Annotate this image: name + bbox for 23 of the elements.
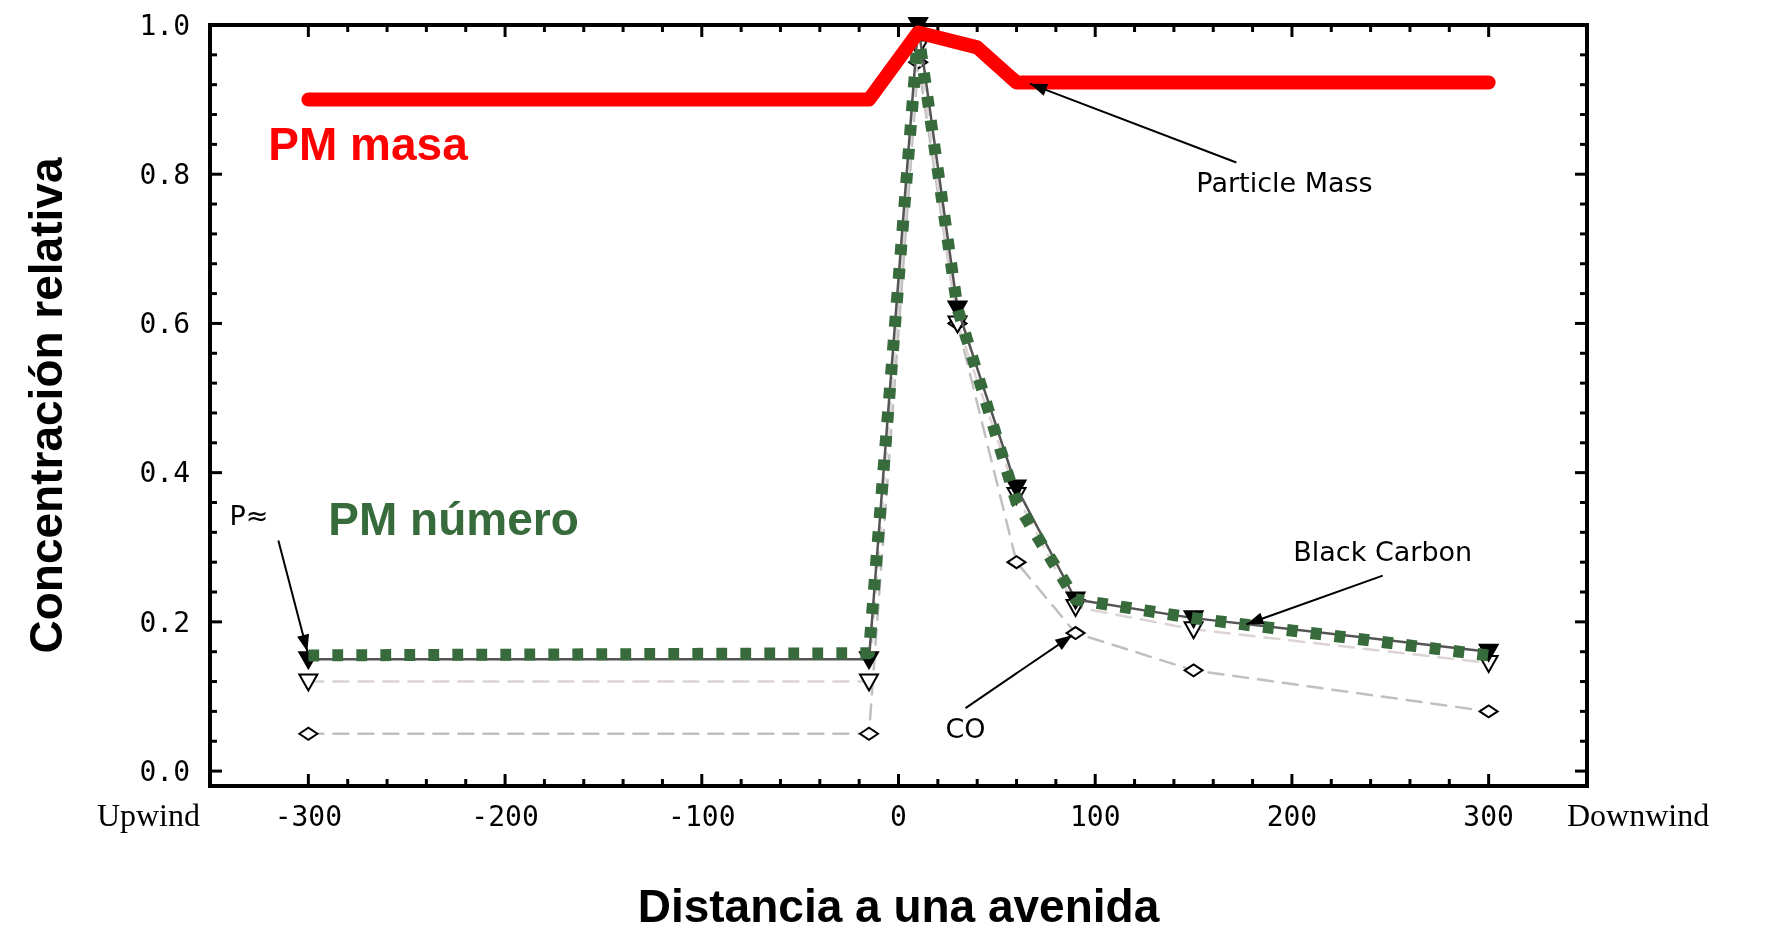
series-label: PM masa: [268, 117, 469, 170]
text: Upwind: [96, 797, 200, 833]
annotation: Black Carbon: [1293, 535, 1473, 567]
y-axis-title: Concentración relativa: [20, 157, 72, 654]
y-tick-label: 0.0: [139, 754, 190, 788]
x-tick-label: 100: [1069, 800, 1121, 833]
x-tick-label: 0: [890, 800, 907, 833]
x-tick-label: 300: [1463, 800, 1514, 833]
y-tick-label: 0.4: [139, 456, 190, 490]
y-tick-label: 0.2: [139, 605, 190, 639]
x-tick-label: -300: [274, 800, 343, 833]
text: Downwind: [1567, 797, 1710, 833]
annotation: CO: [945, 713, 986, 745]
x-tick-label: -200: [471, 800, 539, 833]
annotation: P≈: [229, 500, 269, 532]
x-axis-title: Distancia a una avenida: [637, 880, 1160, 932]
y-tick-label: 1.0: [139, 8, 190, 42]
y-tick-label: 0.8: [139, 158, 190, 192]
annotation: Particle Mass: [1196, 167, 1373, 199]
y-tick-label: 0.6: [139, 307, 190, 341]
text: PM número: [328, 493, 579, 546]
x-tick-label: -100: [668, 800, 736, 833]
x-tick-label: 200: [1266, 800, 1318, 833]
